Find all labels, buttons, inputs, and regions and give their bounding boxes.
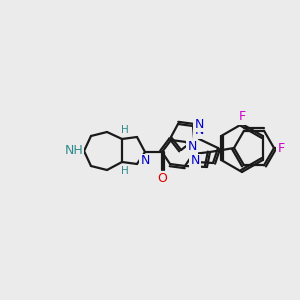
Text: O: O — [157, 172, 167, 184]
Text: N: N — [190, 154, 200, 167]
Text: N: N — [194, 118, 204, 130]
Text: H: H — [121, 125, 129, 135]
Text: F: F — [278, 142, 285, 154]
Text: N: N — [187, 140, 197, 152]
Text: H: H — [121, 166, 129, 176]
Text: N: N — [140, 154, 150, 167]
Text: NH: NH — [64, 145, 83, 158]
Text: N: N — [194, 124, 204, 137]
Text: F: F — [238, 110, 246, 124]
